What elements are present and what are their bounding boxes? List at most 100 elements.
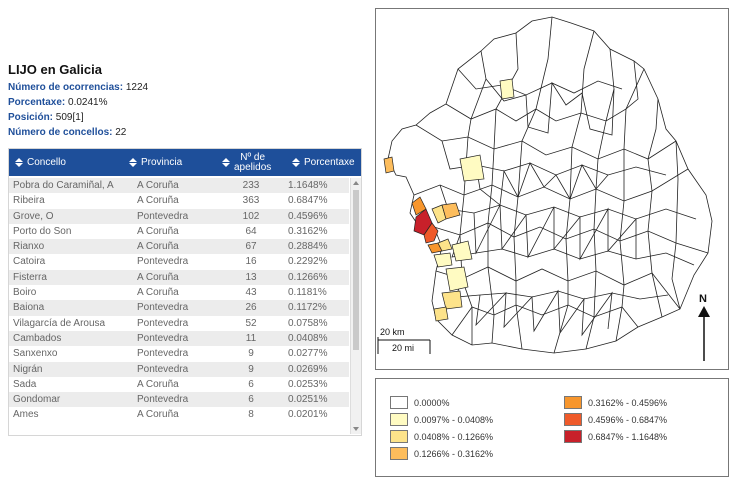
cell-porcentaxe: 0.1181% <box>288 287 327 299</box>
page-title: LIJO en Galicia <box>8 62 102 77</box>
cell-provincia: A Coruña <box>137 378 179 390</box>
table-row: Grove, O Pontevedra 102 0.4596% <box>9 208 349 224</box>
scale-mi-label: 20 mi <box>392 343 414 353</box>
cell-concello: Baiona <box>13 302 45 314</box>
cell-porcentaxe: 0.0269% <box>288 363 328 375</box>
legend-swatch <box>390 413 408 426</box>
legend-swatch <box>390 447 408 460</box>
sort-provincia-header[interactable]: Provincia <box>129 149 182 176</box>
legend-label: 0.0097% - 0.0408% <box>414 414 494 425</box>
cell-apelidos: 6 <box>248 378 254 390</box>
sort-icon <box>222 158 231 167</box>
cell-apelidos: 11 <box>245 332 257 344</box>
cell-concello: Ames <box>13 409 39 421</box>
stat-concellos: Número de concellos: 22 <box>8 127 127 138</box>
galicia-map: 20 km 20 mi N <box>375 8 729 370</box>
legend-item: 0.0408% - 0.1266% <box>390 430 493 443</box>
scale-box-km <box>378 325 408 337</box>
cell-concello: Sada <box>13 378 37 390</box>
highlighted-municipalities <box>383 78 515 322</box>
table-row: Baiona Pontevedra 26 0.1172% <box>9 300 349 316</box>
cell-provincia: A Coruña <box>137 271 179 283</box>
table-row: Nigrán Pontevedra 9 0.0269% <box>9 361 349 377</box>
cell-apelidos: 6 <box>248 394 254 406</box>
sort-porcentaxe-header[interactable]: Porcentaxe <box>292 149 355 176</box>
table-row: Sada A Coruña 6 0.0253% <box>9 377 349 392</box>
data-table: Concello Provincia Nº de apelidos Porcent… <box>8 148 362 436</box>
legend-label: 0.4596% - 0.6847% <box>588 414 668 425</box>
table-scrollbar[interactable] <box>350 178 361 434</box>
cell-provincia: A Coruña <box>137 287 179 299</box>
table-header: Concello Provincia Nº de apelidos Porcent… <box>9 149 361 176</box>
legend-item: 0.0000% <box>390 396 450 409</box>
legend-label: 0.3162% - 0.4596% <box>588 397 668 408</box>
cell-concello: Vilagarcía de Arousa <box>13 317 106 329</box>
cell-apelidos: 52 <box>245 317 257 329</box>
cell-concello: Sanxenxo <box>13 348 58 360</box>
cell-concello: Ribeira <box>13 195 45 207</box>
cell-concello: Cambados <box>13 332 62 344</box>
cell-provincia: Pontevedra <box>137 394 189 406</box>
cell-provincia: Pontevedra <box>137 210 189 222</box>
scroll-up-icon[interactable] <box>353 181 359 185</box>
cell-provincia: Pontevedra <box>137 317 189 329</box>
legend-label: 0.0000% <box>414 397 450 408</box>
municipality-borders <box>387 16 713 354</box>
cell-apelidos: 363 <box>242 195 260 207</box>
cell-apelidos: 16 <box>245 256 257 268</box>
legend-item: 0.6847% - 1.1648% <box>564 430 667 443</box>
legend-item: 0.3162% - 0.4596% <box>564 396 667 409</box>
summary-block: LIJO en Galicia Número de ocorrencias: 1… <box>8 62 148 140</box>
cell-porcentaxe: 0.4596% <box>288 210 328 222</box>
cell-provincia: Pontevedra <box>137 363 189 375</box>
legend-swatch <box>564 413 582 426</box>
stat-posicion: Posición: 509[1] <box>8 112 84 123</box>
cell-apelidos: 67 <box>245 241 257 253</box>
scrollbar-thumb[interactable] <box>353 190 359 350</box>
cell-porcentaxe: 1.1648% <box>288 180 328 191</box>
cell-porcentaxe: 0.2292% <box>288 256 328 268</box>
cell-apelidos: 26 <box>245 302 257 314</box>
sort-apelidos-header[interactable]: Nº de apelidos <box>222 149 271 176</box>
table-row: Catoira Pontevedra 16 0.2292% <box>9 254 349 269</box>
cell-apelidos: 9 <box>248 348 254 360</box>
legend-swatch <box>390 430 408 443</box>
table-row: Ribeira A Coruña 363 0.6847% <box>9 193 349 208</box>
cell-provincia: A Coruña <box>137 241 179 253</box>
table-row: Sanxenxo Pontevedra 9 0.0277% <box>9 346 349 361</box>
map-svg: 20 km 20 mi N <box>377 16 713 361</box>
cell-concello: Porto do Son <box>13 225 72 237</box>
cell-concello: Rianxo <box>13 241 45 253</box>
sort-concello-header[interactable]: Concello <box>15 149 66 176</box>
legend-item: 0.4596% - 0.6847% <box>564 413 667 426</box>
cell-porcentaxe: 0.0251% <box>288 394 328 406</box>
cell-concello: Catoira <box>13 256 46 268</box>
cell-apelidos: 43 <box>245 287 257 299</box>
cell-apelidos: 8 <box>248 409 254 421</box>
cell-concello: Gondomar <box>13 394 61 406</box>
cell-apelidos: 13 <box>245 271 257 283</box>
cell-apelidos: 9 <box>248 363 254 375</box>
cell-porcentaxe: 0.0201% <box>288 409 328 421</box>
table-row: Fisterra A Coruña 13 0.1266% <box>9 269 349 286</box>
table-row: Gondomar Pontevedra 6 0.0251% <box>9 392 349 408</box>
cell-provincia: A Coruña <box>137 409 179 421</box>
cell-porcentaxe: 0.0253% <box>288 378 328 390</box>
cell-porcentaxe: 0.0408% <box>288 332 328 344</box>
cell-concello: Pobra do Caramiñal, A <box>13 180 114 191</box>
cell-porcentaxe: 0.0277% <box>288 348 328 360</box>
legend-label: 0.1266% - 0.3162% <box>414 448 494 459</box>
north-label: N <box>699 293 707 305</box>
legend-swatch <box>564 396 582 409</box>
table-row: Boiro A Coruña 43 0.1181% <box>9 285 349 300</box>
table-row: Porto do Son A Coruña 64 0.3162% <box>9 224 349 239</box>
sort-icon <box>292 158 301 167</box>
map-legend: 0.0000% 0.0097% - 0.0408% 0.0408% - 0.1266… <box>375 378 729 477</box>
cell-porcentaxe: 0.6847% <box>288 195 328 207</box>
sort-icon <box>129 158 138 167</box>
scroll-down-icon[interactable] <box>353 427 359 431</box>
cell-porcentaxe: 0.2884% <box>288 241 328 253</box>
cell-porcentaxe: 0.1266% <box>288 271 328 283</box>
cell-apelidos: 64 <box>245 225 257 237</box>
cell-porcentaxe: 0.1172% <box>288 302 327 314</box>
